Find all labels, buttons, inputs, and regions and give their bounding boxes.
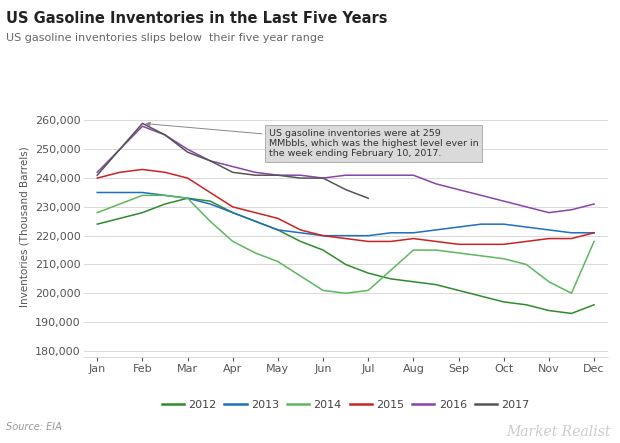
Text: US Gasoline Inventories in the Last Five Years: US Gasoline Inventories in the Last Five… — [6, 11, 388, 26]
Text: US gasoline inventories slips below  their five year range: US gasoline inventories slips below thei… — [6, 33, 324, 43]
Legend: 2012, 2013, 2014, 2015, 2016, 2017: 2012, 2013, 2014, 2015, 2016, 2017 — [157, 396, 534, 415]
Text: Source: EIA: Source: EIA — [6, 422, 62, 432]
Y-axis label: Inventories (Thousand Barrels): Inventories (Thousand Barrels) — [20, 147, 30, 307]
Text: Market Realist: Market Realist — [506, 424, 611, 439]
Text: US gasoline inventories were at 259
MMbbls, which was the highest level ever in
: US gasoline inventories were at 259 MMbb… — [146, 122, 479, 159]
